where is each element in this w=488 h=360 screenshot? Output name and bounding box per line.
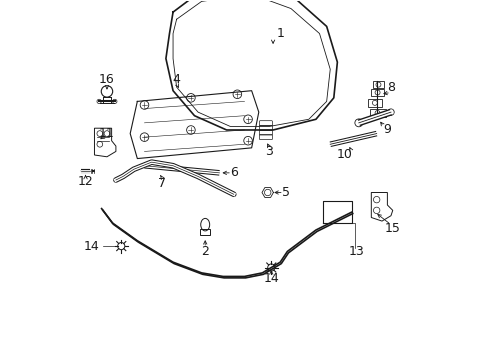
Text: 12: 12 [78,175,93,188]
Text: 14: 14 [263,272,279,285]
Text: 13: 13 [348,245,364,258]
Text: 7: 7 [158,177,166,190]
Text: 2: 2 [201,245,209,258]
Text: 6: 6 [229,166,237,179]
Text: 8: 8 [386,81,394,94]
Text: 16: 16 [99,73,115,86]
Text: 15: 15 [384,222,400,235]
Text: 11: 11 [99,127,115,140]
Text: 14: 14 [84,240,100,253]
Text: 4: 4 [172,73,180,86]
Text: 5: 5 [281,186,289,199]
Text: 9: 9 [383,123,390,136]
Text: 1: 1 [276,27,284,40]
Text: 10: 10 [336,148,352,162]
Text: 3: 3 [265,145,273,158]
